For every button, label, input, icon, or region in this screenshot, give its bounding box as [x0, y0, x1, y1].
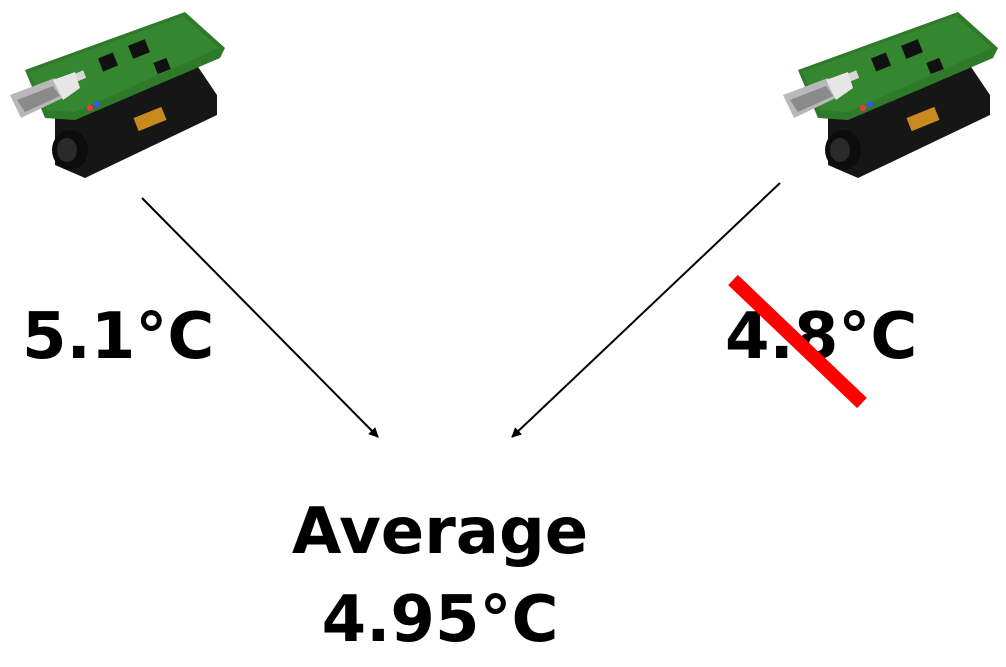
reading-left: 5.1°C	[22, 300, 215, 374]
arrow-right-to-average	[511, 182, 781, 438]
sensor-mote-image-left	[10, 12, 225, 178]
arrow-left-to-average	[141, 197, 379, 438]
sensor-mote-image-right	[783, 12, 998, 178]
average-value: 4.95°C	[321, 583, 559, 657]
average-label: Average	[291, 495, 589, 569]
